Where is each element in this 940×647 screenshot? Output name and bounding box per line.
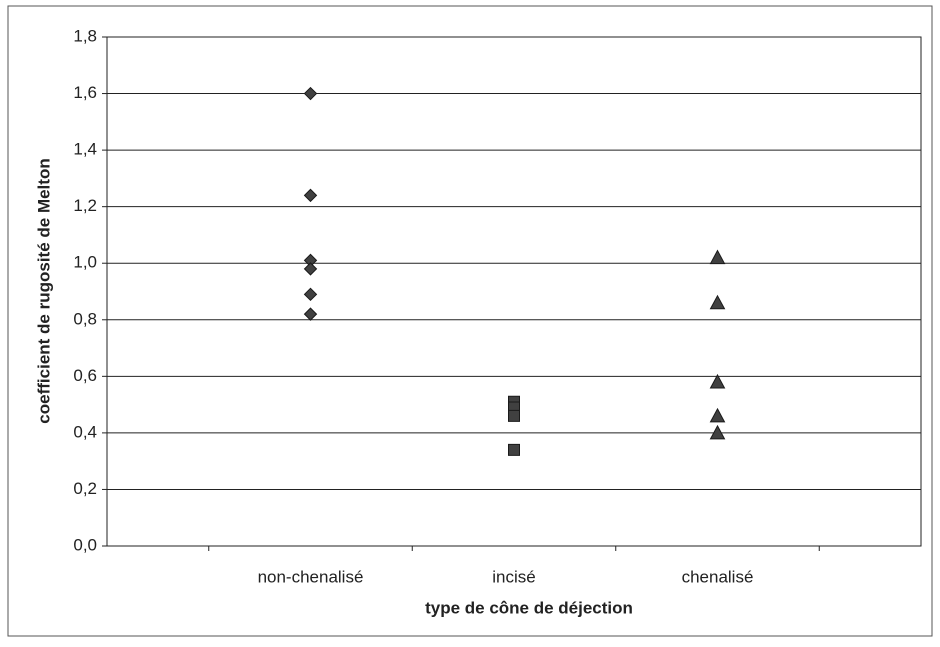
x-tick-label: incisé xyxy=(492,567,535,586)
x-axis-label: type de cône de déjection xyxy=(425,598,633,617)
point xyxy=(709,249,726,265)
plot-border xyxy=(106,36,922,547)
point xyxy=(709,294,726,310)
y-tick-label: 1,4 xyxy=(73,140,97,159)
point xyxy=(303,86,318,101)
point xyxy=(303,188,318,203)
y-tick-label: 1,2 xyxy=(73,196,97,215)
y-tick-label: 0,0 xyxy=(73,535,97,554)
y-axis-label: coefficient de rugosité de Melton xyxy=(34,158,53,423)
point xyxy=(709,407,726,423)
frame xyxy=(7,5,933,637)
x-tick-label: non-chenalisé xyxy=(258,567,364,586)
x-tick-label: chenalisé xyxy=(682,567,754,586)
y-tick-label: 1,6 xyxy=(73,83,97,102)
point xyxy=(508,443,520,456)
point xyxy=(303,307,318,321)
point xyxy=(508,409,520,422)
y-tick-label: 1,0 xyxy=(73,253,97,272)
point xyxy=(709,424,726,440)
y-tick-label: 0,2 xyxy=(73,479,97,498)
point xyxy=(303,287,318,302)
point xyxy=(303,262,318,276)
y-tick-label: 0,8 xyxy=(73,309,97,328)
y-tick-label: 0,6 xyxy=(73,366,97,385)
point xyxy=(709,373,726,389)
y-tick-label: 1,8 xyxy=(73,26,97,45)
y-tick-label: 0,4 xyxy=(73,422,97,441)
